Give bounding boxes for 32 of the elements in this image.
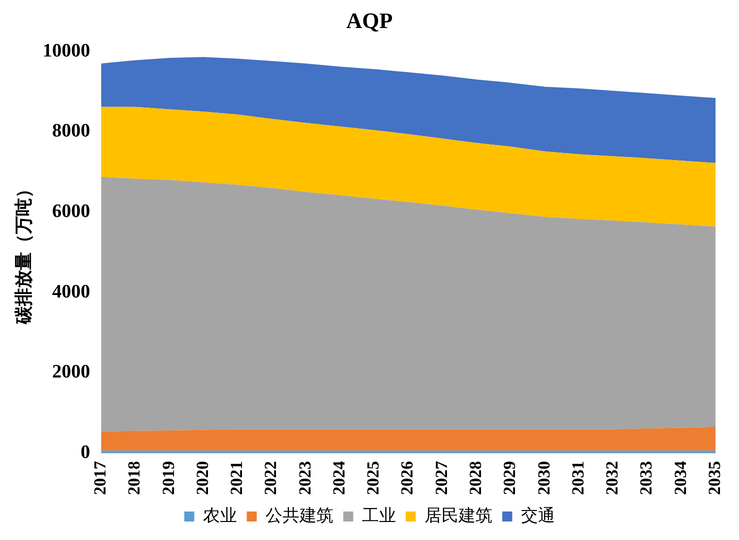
legend-label: 工业 [362, 506, 396, 526]
x-tick-label: 2020 [192, 461, 212, 495]
y-tick-label: 8000 [52, 120, 90, 142]
x-tick-label: 2032 [602, 461, 622, 495]
legend-label: 农业 [202, 506, 237, 526]
x-tick-label: 2026 [398, 461, 417, 495]
x-tick-label: 2027 [432, 460, 451, 495]
x-tick-label: 2017 [90, 460, 110, 495]
x-tick-label: 2021 [227, 461, 246, 495]
chart-title: AQP [346, 8, 393, 33]
x-tick-label: 2033 [636, 461, 656, 495]
x-tick-label: 2023 [295, 461, 314, 495]
legend-label: 居民建筑 [424, 506, 492, 526]
x-tick-label: 2028 [466, 461, 486, 495]
x-tick-label: 2030 [534, 461, 554, 495]
legend-label: 交通 [520, 506, 555, 526]
legend-label: 公共建筑 [265, 506, 334, 526]
x-tick-label: 2022 [261, 461, 280, 495]
y-tick-label: 4000 [52, 281, 90, 302]
x-tick-label: 2019 [158, 461, 178, 495]
x-tick-label: 2035 [704, 461, 724, 495]
x-tick-label: 2025 [364, 461, 383, 495]
y-tick-label: 10000 [42, 40, 90, 62]
y-axis-title: 碳排放量（万吨） [13, 180, 34, 326]
y-tick-label: 2000 [52, 362, 90, 383]
x-tick-label: 2024 [329, 460, 348, 495]
x-tick-label: 2034 [670, 460, 690, 495]
y-tick-label: 0 [80, 442, 90, 463]
y-tick-label: 6000 [52, 200, 90, 222]
x-tick-label: 2029 [500, 461, 520, 495]
x-tick-label: 2018 [124, 461, 144, 495]
x-tick-label: 2031 [568, 461, 588, 495]
